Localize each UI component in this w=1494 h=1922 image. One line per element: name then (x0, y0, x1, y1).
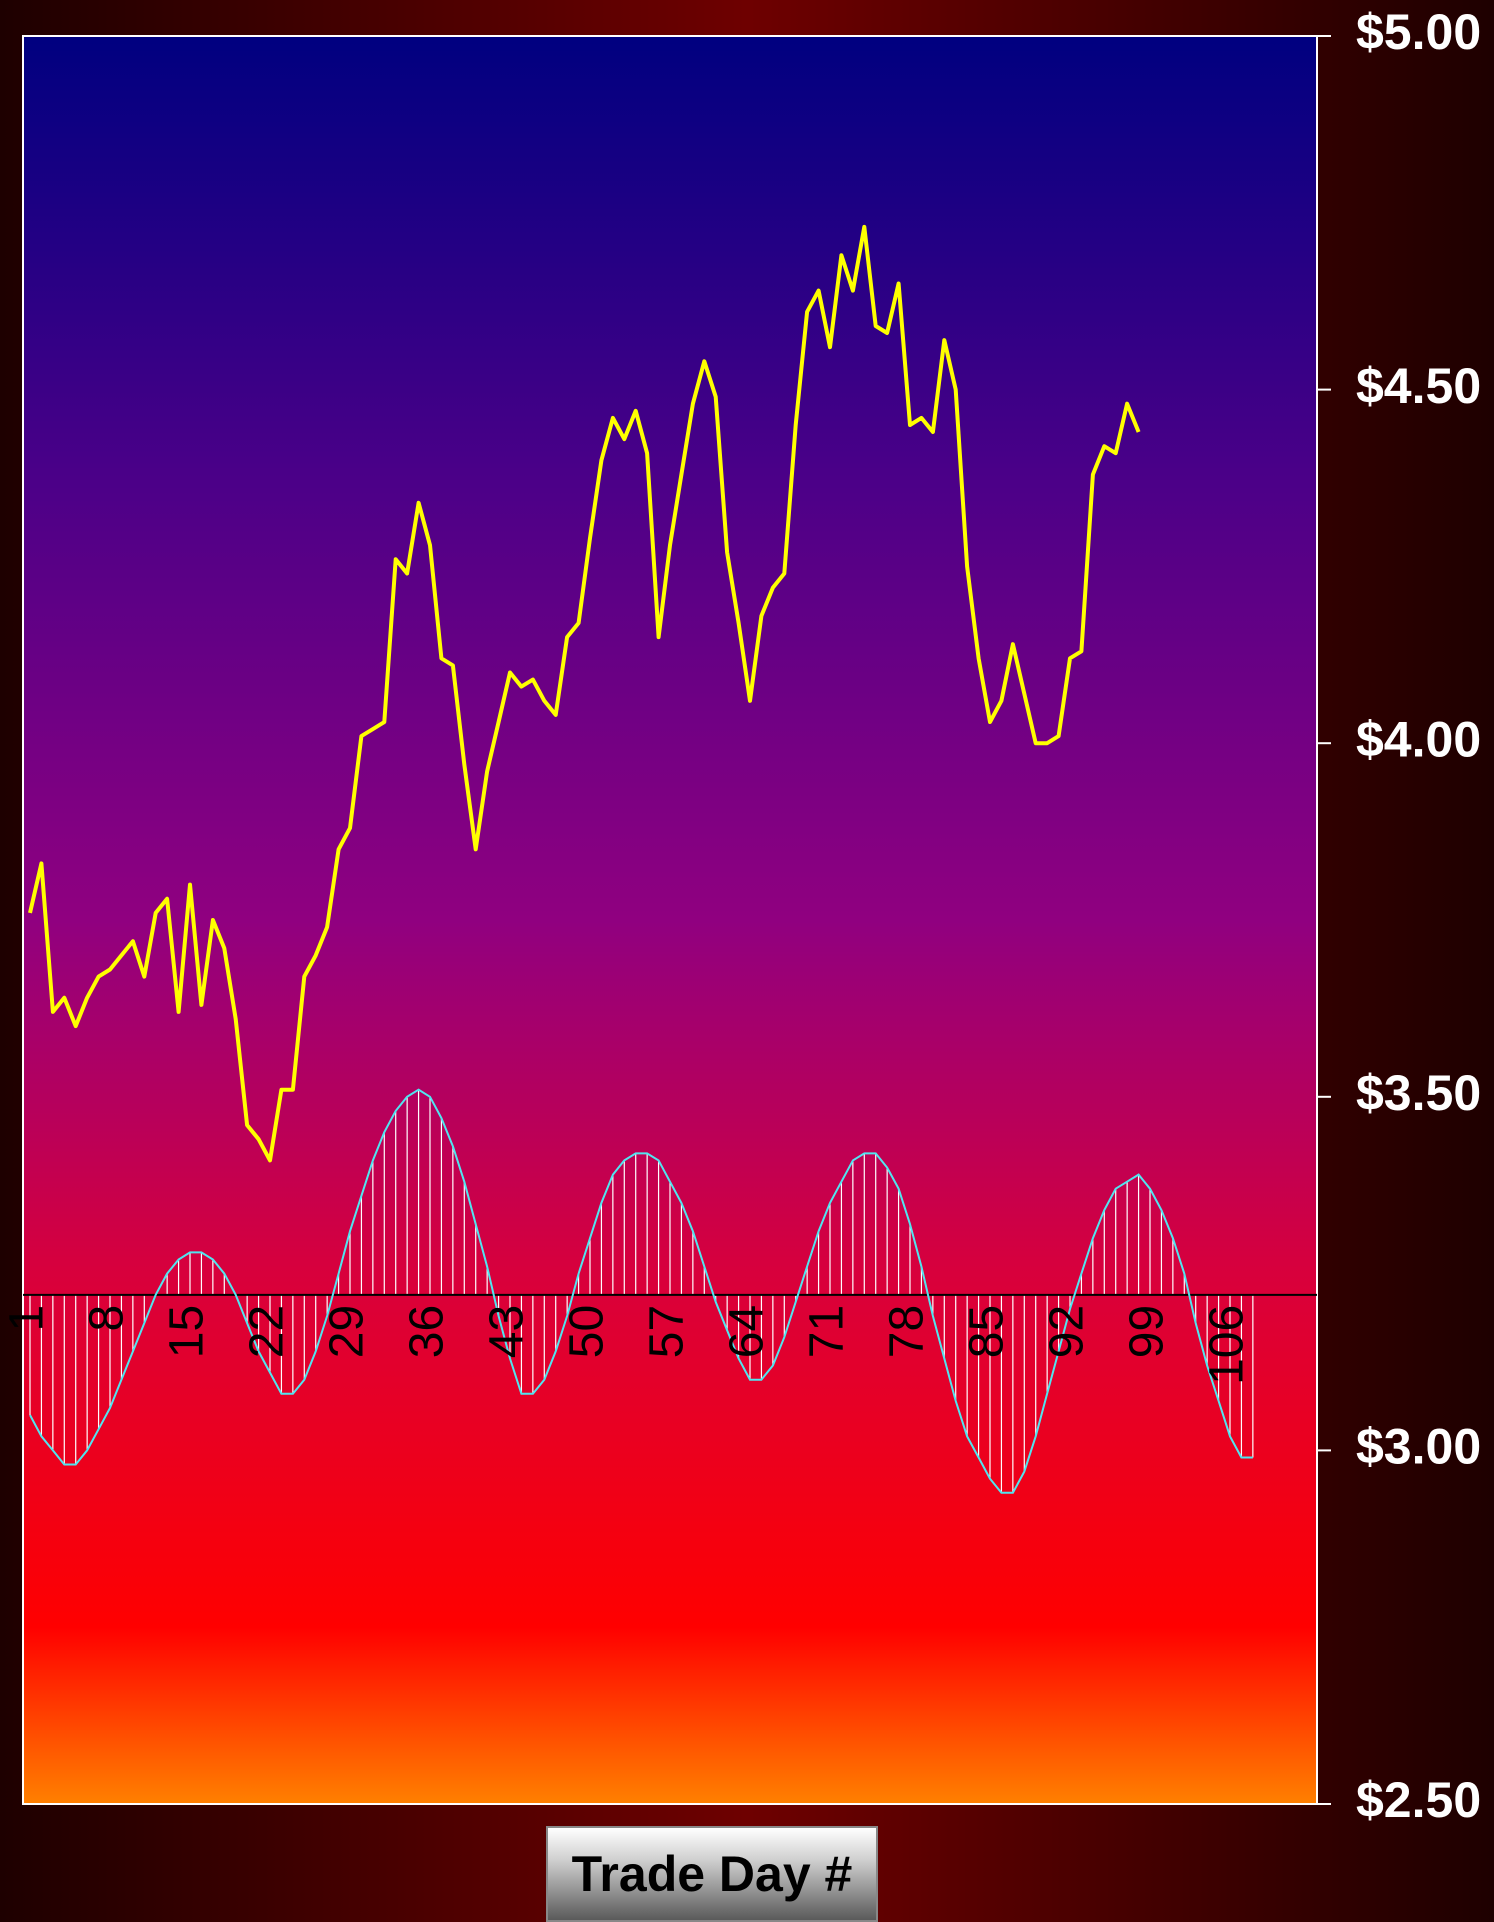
x-tick-label: 15 (161, 1305, 214, 1358)
x-tick-label: 36 (401, 1305, 454, 1358)
x-tick-label: 1 (1, 1305, 54, 1332)
x-tick-label: 43 (481, 1305, 534, 1358)
x-axis-title: Trade Day # (571, 1846, 853, 1902)
y-tick-label: $2.50 (1356, 1772, 1481, 1828)
x-tick-label: 78 (881, 1305, 934, 1358)
x-tick-label: 106 (1201, 1305, 1254, 1385)
x-tick-label: 71 (801, 1305, 854, 1358)
y-tick-label: $3.50 (1356, 1065, 1481, 1121)
oscillator-line (29, 1088, 1253, 1494)
x-tick-label: 29 (321, 1305, 374, 1358)
price-line (28, 224, 1141, 1163)
x-tick-label: 50 (561, 1305, 614, 1358)
price-series (28, 224, 1141, 1163)
plot-area (22, 35, 1318, 1805)
y-tick-label: $3.00 (1356, 1419, 1481, 1475)
x-tick-label: 22 (241, 1305, 294, 1358)
x-tick-label: 85 (961, 1305, 1014, 1358)
x-tick-label: 92 (1041, 1305, 1094, 1358)
x-axis-title-box: Trade Day # (546, 1826, 878, 1922)
y-tick-label: $4.00 (1356, 711, 1481, 767)
y-tick-label: $5.00 (1356, 4, 1481, 60)
x-axis-tick-labels: 1 8 15 22 29 36 43 50 57 64 71 78 85 92 99 106 (1, 1305, 1254, 1385)
y-tick-label: $4.50 (1356, 358, 1481, 414)
oscillator-series (23, 1088, 1317, 1494)
x-tick-label: 99 (1121, 1305, 1174, 1358)
y-axis: $5.00 $4.50 $4.00 $3.50 $3.00 $2.50 (1317, 4, 1481, 1828)
x-tick-label: 64 (721, 1305, 774, 1358)
x-tick-label: 8 (81, 1305, 134, 1332)
x-tick-label: 57 (641, 1305, 694, 1358)
